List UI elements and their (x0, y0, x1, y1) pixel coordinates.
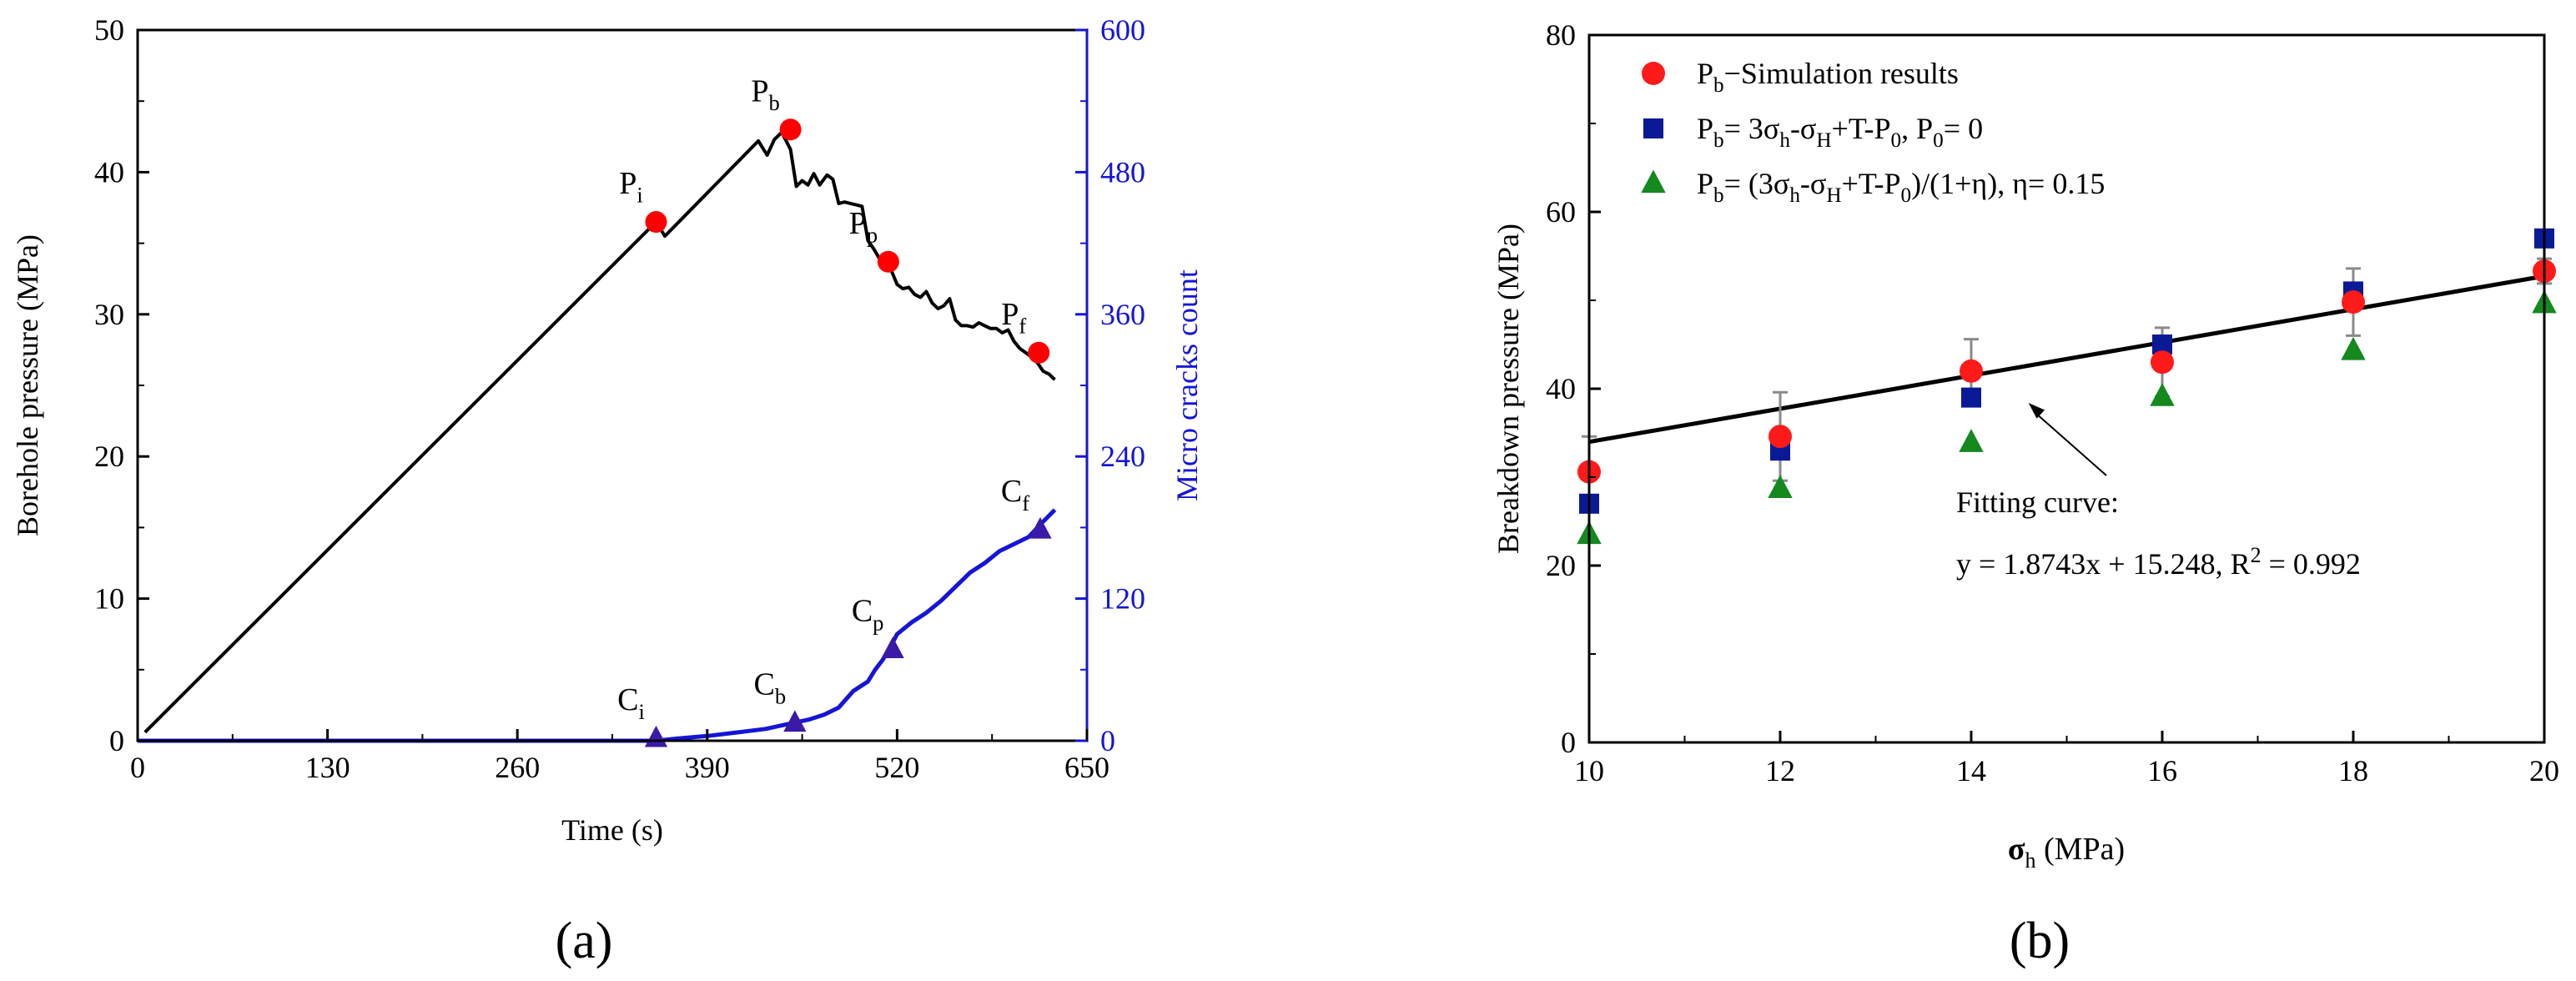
panel-a-y2-tick-label: 120 (1100, 582, 1145, 616)
point-circle (1768, 425, 1792, 449)
point-square (1961, 387, 1981, 408)
marker-Pp (877, 250, 899, 273)
fitting-equation: y = 1.8743x + 15.248, R2 = 0.992 (1956, 543, 2361, 581)
point-triangle (2341, 336, 2366, 360)
panel-b-x-tick-label: 12 (1765, 754, 1795, 787)
panel-b-y-tick-label: 60 (1546, 195, 1576, 229)
point-circle (1960, 359, 1983, 383)
panel-a-x-tick-label: 260 (495, 751, 540, 784)
panel-b-y-tick-label: 80 (1546, 18, 1576, 52)
legend-label: Pb​= (3σh​-σH​+T-P0​)/(1+η), η= 0.15 (1697, 167, 2105, 207)
panel-a-y2-tick-label: 0 (1100, 724, 1115, 757)
panel-b-x-tick-label: 16 (2147, 754, 2177, 787)
panel-a-y-tick-label: 50 (94, 13, 124, 47)
panel-a-x-tick-label: 130 (305, 751, 350, 784)
panel-b-y-tick-label: 40 (1546, 372, 1576, 405)
legend-marker-square (1643, 118, 1663, 138)
marker-label-Cf: Cf​ (1001, 474, 1029, 516)
panel-a-plot-frame (136, 28, 1089, 742)
marker-label-Ci: Ci​ (617, 682, 645, 724)
point-triangle (1959, 429, 1984, 452)
panel-a-right-y-axis-label: Micro cracks count (1170, 269, 1204, 501)
legend-marker-triangle (1641, 169, 1666, 194)
panel-a-y-tick-label: 30 (94, 298, 124, 331)
micro-cracks-line (138, 508, 1057, 743)
panel-b-x-tick-label: 18 (2338, 754, 2368, 787)
panel-b-y-axis-label: Breakdown pressure (MPa) (1492, 224, 1525, 554)
marker-Cb (783, 710, 807, 732)
panel-a-chart: Pi​ Pb​ Pp​ Pf​ Ci​ Cb​ Cp​ Cf​ 0 130 260 390 520 65… (11, 13, 1204, 969)
panel-b-y-tick-label: 0 (1561, 726, 1576, 759)
panel-a-x-tick-label: 520 (874, 751, 919, 784)
panel-a-x-tick-label: 390 (685, 751, 730, 784)
marker-Ci (644, 725, 668, 747)
panel-a-y-tick-label: 40 (94, 155, 124, 189)
panel-a-y-tick-label: 10 (94, 582, 124, 616)
panel-b-y-tick-label: 20 (1546, 549, 1576, 582)
annotation-arrow-line (2033, 410, 2107, 476)
point-circle (2342, 290, 2365, 314)
panel-a-y2-tick-label: 600 (1100, 13, 1145, 47)
panel-b-x-axis-label: σh (MPa) (2008, 832, 2125, 873)
point-triangle (2150, 383, 2175, 406)
marker-Cf (1029, 516, 1052, 539)
panel-b-x-tick-label: 10 (1574, 754, 1604, 787)
point-circle (2151, 350, 2174, 375)
borehole-pressure-line (143, 130, 1056, 734)
legend-label: Pb​= 3σh​-σH​+T-P0​, P0​= 0 (1697, 112, 1983, 152)
legend-marker-circle (1642, 62, 1665, 85)
marker-label-Cp: Cp​ (852, 594, 884, 636)
marker-Cp (881, 636, 904, 659)
point-triangle (1768, 475, 1793, 498)
annotation-arrow-head (2028, 402, 2045, 419)
marker-Pb (779, 118, 802, 141)
panel-a-x-tick-label: 650 (1064, 751, 1109, 784)
marker-label-Cb: Cb​ (754, 667, 787, 709)
legend-label: Pb​−Simulation results (1697, 57, 1959, 97)
panel-b-x-tick-label: 14 (1956, 754, 1986, 787)
panel-b-chart: 10 12 14 16 18 20 0 20 40 60 80 Pb​−Simulation res… (1492, 18, 2559, 969)
marker-label-Pb: Pb​ (751, 73, 779, 115)
fitting-line (1588, 274, 2545, 445)
panel-b-caption: (b) (2010, 913, 2070, 969)
panel-a-caption: (a) (556, 913, 613, 969)
panel-a-x-tick-label: 0 (130, 751, 145, 784)
panel-a-y-tick-label: 0 (109, 724, 124, 757)
panel-b-x-tick-label: 20 (2529, 754, 2559, 787)
marker-label-Pp: Pp​ (849, 206, 878, 248)
panel-a-y2-tick-label: 360 (1100, 298, 1145, 331)
marker-label-Pf: Pf​ (1001, 297, 1026, 339)
marker-Pf (1028, 341, 1050, 364)
fitting-curve-title: Fitting curve: (1956, 485, 2119, 519)
panel-a-y2-tick-label: 480 (1100, 155, 1145, 189)
marker-label-Pi: Pi​ (619, 166, 643, 208)
marker-Pi (645, 211, 667, 234)
panel-a-y2-tick-label: 240 (1100, 440, 1145, 473)
panel-a-y-tick-label: 20 (94, 440, 124, 473)
panel-a-y-axis-label: Borehole pressure (MPa) (11, 234, 44, 536)
panel-a-x-axis-label: Time (s) (561, 813, 663, 847)
